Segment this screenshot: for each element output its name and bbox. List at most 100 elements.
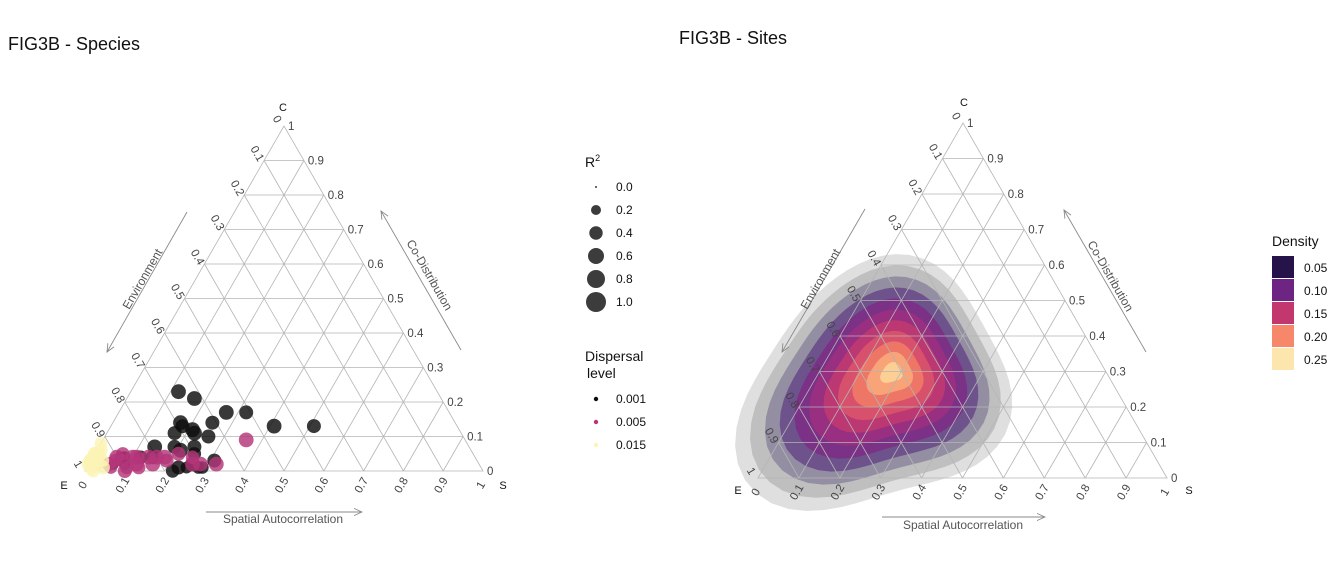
density-legend-label: 0.20 (1304, 330, 1328, 344)
sites-ternary-grid (757, 122, 1168, 479)
data-point-dispersal-0.001 (266, 418, 282, 434)
species-c-tick: 1 (288, 121, 294, 133)
r2-legend-label: 0.0 (616, 180, 633, 194)
species-e-tick: 0.5 (168, 282, 186, 302)
sites-chart-title: FIG3B - Sites (679, 28, 787, 48)
grid-line (839, 335, 922, 479)
sites-codistribution-arrow (1064, 210, 1147, 353)
species-c-tick: 0.6 (368, 259, 384, 271)
species-s-tick: 0.4 (233, 475, 252, 495)
grid-line (283, 298, 384, 472)
data-point-dispersal-0.005 (238, 432, 254, 448)
species-c-tick: 0.7 (348, 225, 364, 237)
r2-legend-key (587, 270, 605, 288)
dispersal-legend-label: 0.001 (616, 392, 646, 406)
data-point-dispersal-0.001 (167, 426, 182, 441)
sites-c-tick: 0.9 (987, 154, 1003, 166)
density-legend-title: Density (1272, 233, 1319, 249)
species-c-tick: 0.2 (447, 397, 463, 409)
sites-vertex-label-e: E (734, 485, 741, 497)
density-legend-swatch (1272, 302, 1294, 324)
sites-c-tick: 1 (967, 118, 973, 130)
r2-legend-label: 0.4 (616, 226, 633, 240)
r2-legend-key (589, 226, 603, 240)
density-legend-swatch (1272, 325, 1294, 347)
sites-c-tick: 0.8 (1008, 189, 1024, 201)
sites-c-tick: 0.1 (1151, 438, 1167, 450)
data-point-dispersal-0.005 (132, 460, 146, 475)
dispersal-legend: Dispersal level 0.001 0.005 0.015 (585, 348, 646, 452)
sites-e-tick: 0.2 (905, 178, 923, 198)
r2-legend-label: 0.2 (616, 203, 633, 217)
r2-legend-key (588, 248, 604, 264)
grid-line (223, 229, 364, 472)
species-c-tick: 0.8 (328, 190, 344, 202)
grid-line (798, 158, 984, 479)
density-legend-keys: 0.05 0.10 0.15 0.20 0.25 (1272, 256, 1328, 370)
sites-c-tick: 0.4 (1089, 331, 1106, 343)
density-legend-swatch (1272, 348, 1294, 370)
data-point-dispersal-0.015 (94, 437, 108, 450)
species-e-tick: 0.8 (108, 386, 126, 406)
grid-line (1043, 371, 1107, 479)
r2-size-legend: R2 0.0 0.2 0.4 0.6 0.8 1.0 (585, 153, 633, 312)
r2-legend-key (595, 186, 597, 188)
sites-tick-labels: 0000.10.10.10.20.20.20.30.30.30.40.40.40… (744, 111, 1178, 503)
species-s-tick: 0.2 (154, 476, 172, 496)
species-environment-axis-title: Environment (120, 246, 166, 312)
species-c-tick: 0.4 (407, 328, 424, 340)
sites-c-tick: 0.2 (1130, 402, 1146, 414)
species-e-tick: 0.2 (228, 179, 246, 199)
species-environment-arrow (107, 211, 188, 352)
r2-legend-keys: 0.0 0.2 0.4 0.6 0.8 1.0 (586, 180, 633, 312)
dispersal-legend-title-line1: Dispersal (585, 348, 643, 364)
species-e-tick: 0.3 (208, 213, 226, 233)
grid-line (363, 367, 424, 472)
dispersal-legend-title-line2: level (587, 365, 616, 381)
species-ternary-grid (84, 125, 484, 472)
data-point-dispersal-0.005 (149, 449, 165, 465)
sites-vertex-label-c: C (960, 97, 968, 109)
data-point-dispersal-0.001 (187, 425, 202, 441)
data-point-dispersal-0.015 (96, 454, 110, 467)
grid-line (1084, 406, 1127, 479)
species-c-tick: 0.9 (308, 156, 324, 168)
sites-s-tick: 0.6 (993, 483, 1011, 503)
species-e-tick: 0.6 (148, 317, 166, 337)
density-legend-label: 0.15 (1304, 307, 1328, 321)
data-point-dispersal-0.005 (171, 446, 186, 461)
grid-line (798, 406, 841, 479)
data-point-dispersal-0.005 (208, 456, 224, 472)
species-codistribution-arrow (381, 211, 462, 351)
r2-legend-label: 0.8 (616, 272, 633, 286)
r2-legend-title: R (585, 154, 595, 170)
species-c-tick: 0.1 (467, 432, 483, 444)
data-point-dispersal-0.001 (187, 391, 202, 406)
species-e-tick: 0.7 (128, 351, 146, 371)
grid-line (442, 436, 464, 472)
sites-s-tick: 1 (1159, 487, 1173, 499)
sites-s-tick: 0.5 (952, 483, 970, 503)
grid-line (124, 160, 305, 472)
data-point-dispersal-0.001 (306, 419, 321, 434)
species-c-tick: 0.3 (427, 363, 443, 375)
species-c-tick: 0.5 (388, 294, 404, 306)
sites-spatial-axis-title: Spatial Autocorrelation (903, 518, 1023, 532)
species-points (81, 384, 321, 478)
grid-line (1003, 335, 1086, 479)
r2-legend-label: 0.6 (616, 249, 633, 263)
data-point-dispersal-0.001 (239, 405, 254, 420)
species-c-tick: 0 (487, 466, 493, 478)
grid-line (164, 332, 245, 472)
species-s-tick: 1 (475, 480, 489, 492)
sites-s-tick: 0.8 (1074, 483, 1092, 503)
species-e-tick: 1 (71, 459, 85, 471)
grid-line (1125, 442, 1147, 479)
data-point-dispersal-0.001 (201, 429, 216, 444)
sites-c-tick: 0.3 (1110, 367, 1126, 379)
sites-c-tick: 0.7 (1028, 225, 1044, 237)
dispersal-legend-label: 0.005 (616, 415, 646, 429)
grid-line (778, 442, 800, 479)
sites-s-tick: 0.9 (1115, 483, 1133, 503)
